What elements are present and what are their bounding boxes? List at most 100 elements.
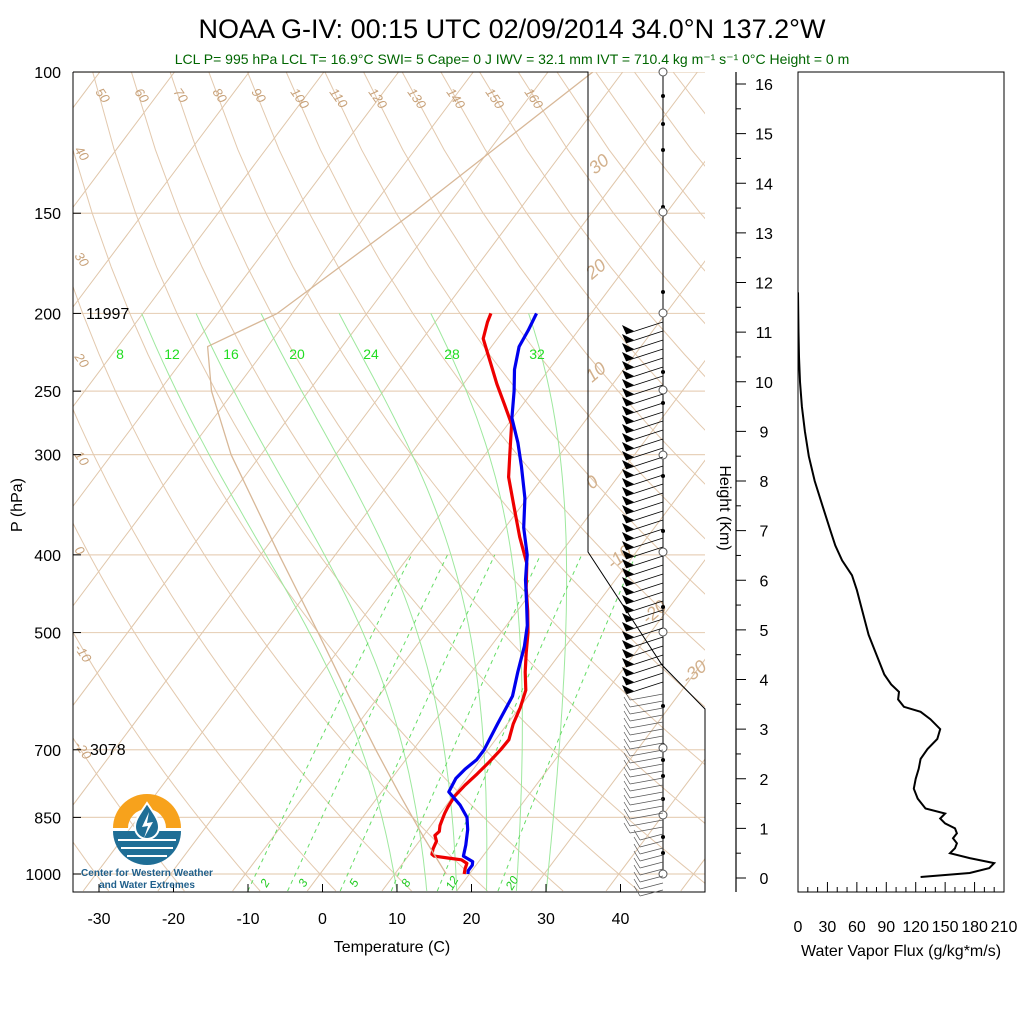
adiabat-label: 90 <box>249 85 270 106</box>
adiabat-label: 50 <box>93 85 114 106</box>
wind-barb <box>639 847 664 855</box>
mixing-ratio-line <box>497 554 637 892</box>
barb-flag <box>622 442 634 451</box>
barb-feather <box>623 717 631 729</box>
dry-adiabat <box>73 408 412 892</box>
wind-barbs <box>622 67 668 897</box>
dry-adiabat <box>208 72 705 766</box>
barb-flag <box>622 604 634 613</box>
wind-barb <box>625 393 664 407</box>
wind-barb <box>625 582 664 596</box>
logo-line-1: Center for Western Weather <box>81 868 213 879</box>
flux-panel: 0 30 60 90 120 150 180 210 Water Vapor Flux (g/k… <box>794 71 1018 960</box>
skew-t-frame <box>72 71 706 893</box>
adiabat-label: 110 <box>327 85 352 111</box>
barb-flag <box>622 325 634 334</box>
wind-barb <box>625 591 664 605</box>
wind-barb <box>639 889 664 897</box>
left-label: 10 <box>72 448 93 469</box>
wind-barb <box>639 854 664 862</box>
isotherm <box>73 72 175 209</box>
barb-feather <box>623 801 631 813</box>
dry-adiabat <box>169 72 705 825</box>
height-tick-label: 4 <box>760 673 769 690</box>
barb-flag <box>622 658 634 667</box>
wind-barb <box>639 861 664 869</box>
mixing-ratio-line <box>247 554 413 892</box>
barb-feather <box>623 780 631 792</box>
calm-circle <box>658 67 668 77</box>
flux-x-tick-label: 210 <box>991 919 1018 936</box>
height-tick-label: 9 <box>760 424 769 441</box>
isotherm <box>73 72 250 308</box>
x-tick-label: -30 <box>87 911 110 928</box>
moist-adiabat-label: 24 <box>363 346 379 362</box>
height-tick-label: 7 <box>760 524 769 541</box>
adiabat-label: 130 <box>405 85 430 112</box>
wind-barb <box>625 663 664 677</box>
height-tick-label: 3 <box>760 722 769 739</box>
wind-barb <box>625 348 664 362</box>
logo-line-2: and Water Extremes <box>99 880 195 891</box>
barb-flag <box>622 406 634 415</box>
barb-flag <box>622 487 634 496</box>
isotherm <box>73 72 549 707</box>
wind-barb <box>625 546 664 560</box>
calm-circle <box>658 308 668 318</box>
x-tick-label: 40 <box>612 911 630 928</box>
height-tick-label: 10 <box>755 375 773 392</box>
wind-barb <box>629 714 664 722</box>
left-label: 40 <box>72 143 93 164</box>
x-tick-label: 10 <box>388 911 406 928</box>
barb-flag <box>622 550 634 559</box>
height-axis-label: Height (Km) <box>716 465 733 550</box>
barb-flag <box>622 370 634 379</box>
barb-feather <box>633 857 641 869</box>
barb-flag <box>622 532 634 541</box>
barb-feather <box>633 843 641 855</box>
moist-adiabat-label: 28 <box>444 346 460 362</box>
moist-adiabat-label: 32 <box>529 346 545 362</box>
barb-feather <box>623 731 631 743</box>
barb-dot <box>661 370 665 374</box>
flux-x-tick-label: 120 <box>902 919 929 936</box>
dry-adiabat <box>401 72 705 485</box>
y-tick-label: 200 <box>34 306 61 323</box>
wind-barb <box>625 420 664 434</box>
left-label: 30 <box>72 249 93 270</box>
barb-flag <box>622 469 634 478</box>
right-label: 10 <box>582 358 610 386</box>
barb-flag <box>622 559 634 568</box>
barb-flag <box>622 397 634 406</box>
wind-barb <box>629 784 664 792</box>
height-tick-label: 12 <box>755 276 773 293</box>
dry-adiabat <box>73 147 564 892</box>
isotherm <box>73 72 474 607</box>
flux-x-tick-label: 150 <box>932 919 959 936</box>
barb-feather <box>633 878 641 890</box>
adiabat-label: 60 <box>132 85 153 106</box>
barb-feather <box>633 836 641 848</box>
wind-barb <box>639 882 664 890</box>
dry-adiabat <box>324 72 705 595</box>
wind-barb <box>625 492 664 506</box>
barb-flag <box>622 514 634 523</box>
moist-adiabat <box>141 313 398 892</box>
height-tick-label: 5 <box>760 623 769 640</box>
barb-dot <box>661 529 665 533</box>
barb-flag <box>622 631 634 640</box>
barb-dot <box>661 474 665 478</box>
wind-barb <box>625 645 664 659</box>
flux-x-axis-label: Water Vapor Flux (g/kg*m/s) <box>801 943 1001 960</box>
height-label-top: 11997 <box>86 306 129 323</box>
barb-feather <box>623 815 631 827</box>
height-label-mid: 3078 <box>90 742 126 759</box>
barb-flag <box>622 523 634 532</box>
flux-profile-line <box>798 292 997 878</box>
mixing-ratio-label: 2 <box>257 876 273 890</box>
y-tick-label: 400 <box>34 548 61 565</box>
height-tick-label: 8 <box>760 474 769 491</box>
moist-adiabat-label: 8 <box>116 346 124 362</box>
mixing-ratio-label: 5 <box>346 876 362 889</box>
